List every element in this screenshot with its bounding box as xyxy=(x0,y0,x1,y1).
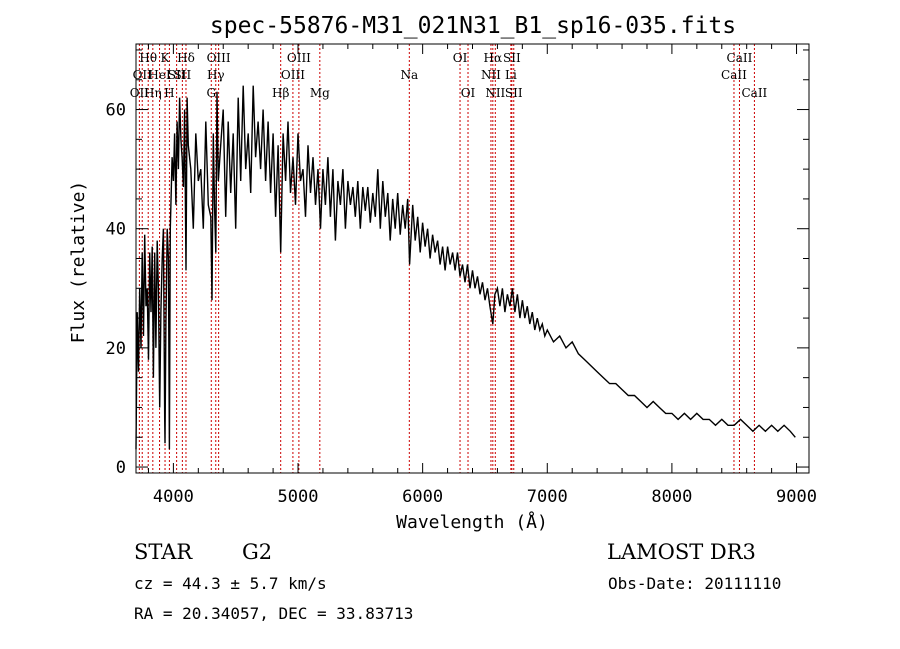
line-label: K xyxy=(161,51,171,65)
y-axis-label: Flux (relative) xyxy=(68,181,89,344)
obs-date: Obs-Date: 20111110 xyxy=(608,574,782,593)
line-label: Hα xyxy=(484,51,503,65)
line-label: Na xyxy=(400,68,418,82)
line-label: SII xyxy=(174,68,192,82)
x-tick-label: 8000 xyxy=(651,487,692,507)
line-label: Mg xyxy=(310,86,330,100)
spectrum-line xyxy=(135,85,796,450)
x-tick-label: 5000 xyxy=(278,487,319,507)
line-label: Hβ xyxy=(272,86,289,100)
line-label: HeI xyxy=(148,68,171,82)
line-label: H xyxy=(164,86,174,100)
x-tick-label: 4000 xyxy=(153,487,194,507)
line-label: CaII xyxy=(721,68,747,82)
line-label: CaII xyxy=(741,86,767,100)
x-tick-label: 9000 xyxy=(776,487,817,507)
line-label: Li xyxy=(505,68,517,82)
line-label: NII xyxy=(481,68,501,82)
plot-frame xyxy=(135,43,810,474)
y-tick-label: 60 xyxy=(106,101,126,121)
x-tick-label: 7000 xyxy=(527,487,568,507)
line-label: OI xyxy=(461,86,476,100)
line-label: OII xyxy=(130,86,150,100)
chart-title: spec-55876-M31_021N31_B1_sp16-035.fits xyxy=(210,13,736,39)
line-label: NII xyxy=(485,86,505,100)
coordinates: RA = 20.34057, DEC = 33.83713 xyxy=(134,604,414,623)
line-label: Hθ xyxy=(139,51,157,65)
line-label: OIII xyxy=(207,51,231,65)
line-label: OII xyxy=(133,68,153,82)
line-label: Hδ xyxy=(177,51,195,65)
y-tick-label: 40 xyxy=(106,220,126,240)
line-label: SII xyxy=(503,51,521,65)
line-label: Hγ xyxy=(207,68,225,82)
line-label: OI xyxy=(453,51,468,65)
survey-name: LAMOST DR3 xyxy=(607,540,756,564)
y-tick-label: 20 xyxy=(106,339,126,359)
redshift-readout: cz = 44.3 ± 5.7 km/s xyxy=(134,574,327,593)
x-tick-label: 6000 xyxy=(402,487,443,507)
line-label: CaII xyxy=(727,51,753,65)
x-axis-label: Wavelength (Å) xyxy=(396,511,548,533)
object-subclass: G2 xyxy=(242,540,273,564)
x-axis: 4000 5000 6000 7000 8000 9000 xyxy=(147,44,817,507)
line-label: OIII xyxy=(281,68,305,82)
y-tick-label: 0 xyxy=(116,458,126,478)
line-label: G xyxy=(206,86,216,100)
object-class: STAR xyxy=(134,540,193,564)
line-label: SII xyxy=(505,86,523,100)
spectral-line-labels: OIIOIIHθHηHeIKHSIISIIHδGHγOIIIHβOIIIOIII… xyxy=(130,51,768,100)
y-axis: 0 20 40 60 xyxy=(106,49,809,478)
line-label: SII xyxy=(168,68,186,82)
line-label: OIII xyxy=(287,51,311,65)
line-label: Hη xyxy=(144,86,162,100)
